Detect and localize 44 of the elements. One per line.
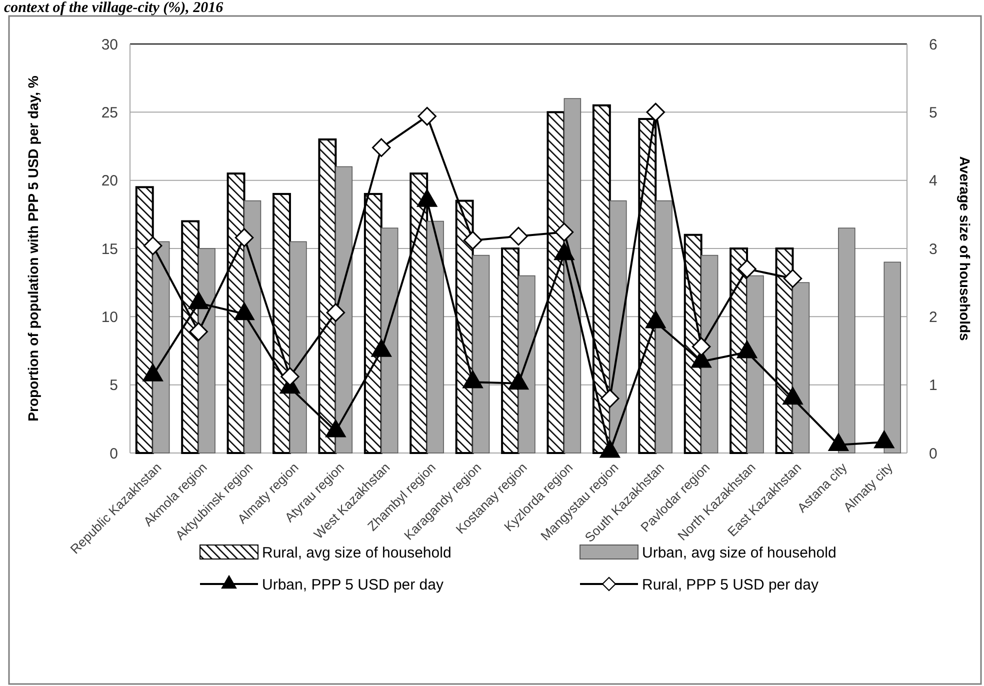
chart-title: context of the village-city (%), 2016	[4, 0, 224, 16]
point	[783, 269, 802, 288]
point	[782, 386, 803, 405]
y-axis-title: Proportion of population with PPP 5 USD per day, %	[25, 75, 41, 422]
point	[418, 106, 436, 126]
y-tick-label: 5	[110, 377, 118, 394]
y2-tick-label: 3	[929, 240, 938, 258]
legend-label: Rural, avg size of household	[262, 544, 452, 562]
y2-tick-label: 0	[929, 445, 938, 462]
point	[828, 433, 848, 451]
legend-label: Urban, PPP 5 USD per day	[262, 576, 444, 594]
y-tick-label: 0	[110, 445, 118, 462]
y2-axis-title: Average size of households	[957, 156, 973, 342]
y-tick-label: 20	[101, 172, 118, 190]
y-tick-label: 15	[101, 240, 118, 258]
point	[736, 340, 758, 358]
y2-tick-label: 1	[929, 377, 938, 394]
point	[646, 310, 666, 328]
y2-tick-label: 6	[929, 36, 938, 54]
point	[142, 364, 163, 382]
point	[509, 226, 528, 246]
y2-tick-label: 4	[929, 172, 938, 190]
point	[508, 372, 529, 390]
y-tick-label: 25	[101, 104, 118, 122]
point	[372, 138, 391, 157]
point	[188, 292, 209, 310]
y-tick-label: 10	[101, 308, 118, 326]
point	[554, 222, 574, 242]
point	[600, 440, 620, 458]
y2-tick-label: 5	[929, 104, 938, 122]
point	[738, 260, 756, 278]
y-tick-label: 30	[101, 36, 118, 54]
point	[462, 370, 483, 388]
point	[371, 339, 392, 357]
point	[234, 302, 254, 320]
legend-label: Urban, avg size of household	[642, 544, 836, 562]
point	[326, 420, 346, 438]
y2-tick-label: 2	[929, 308, 938, 326]
point	[143, 236, 162, 256]
point	[234, 228, 254, 247]
point	[646, 102, 665, 122]
point	[463, 230, 482, 250]
point	[874, 430, 894, 448]
legend-label: Rural, PPP 5 USD per day	[642, 576, 819, 594]
